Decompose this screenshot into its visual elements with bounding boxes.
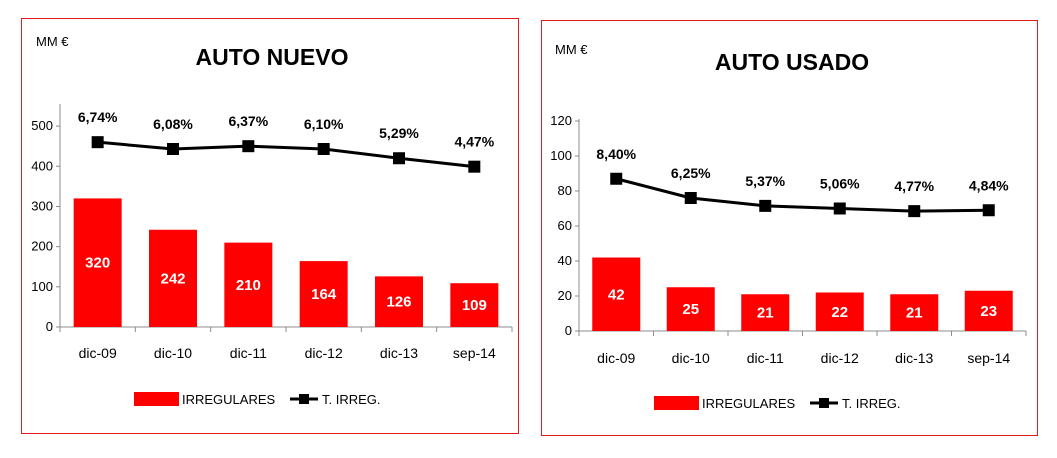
line-value-label: 8,40% (596, 146, 636, 162)
y-tick-label: 0 (46, 319, 53, 334)
x-category-label: dic-11 (230, 345, 267, 361)
line-value-label: 6,10% (304, 116, 344, 132)
y-tick-label: 60 (558, 218, 572, 233)
line-value-label: 6,08% (153, 116, 193, 132)
bar (149, 229, 197, 327)
bar (450, 283, 499, 327)
line-marker (242, 140, 255, 153)
x-category-label: dic-10 (672, 350, 710, 366)
bar-value-label: 164 (311, 286, 337, 303)
y-tick-label: 200 (31, 239, 53, 254)
line-marker (684, 192, 697, 204)
bar-value-label: 25 (682, 301, 699, 318)
line-series-t-irreg (97, 140, 475, 169)
line-value-label: 5,06% (820, 176, 860, 192)
y-tick-label: 500 (31, 118, 53, 133)
bar (375, 276, 423, 327)
x-category-label: dic-09 (597, 350, 635, 366)
bar-value-label: 22 (831, 304, 848, 321)
chart-auto-usado: MM € AUTO USADO 0 20 40 60 80 100 120 42 25 21 22 21 2… (550, 42, 1027, 411)
y-tick-label: 20 (558, 288, 572, 303)
bar-value-label: 242 (160, 270, 185, 287)
bar-value-label: 21 (757, 305, 774, 322)
line-value-label: 4,47% (454, 134, 494, 150)
x-category-label: dic-09 (79, 345, 117, 361)
bar (666, 287, 715, 331)
y-tick-label: 120 (550, 113, 572, 128)
legend-marker-t-irreg (299, 394, 309, 404)
bar-value-label: 42 (608, 286, 625, 303)
line-marker (167, 142, 179, 155)
x-category-label: dic-12 (305, 345, 343, 361)
line-marker (91, 136, 104, 149)
chart-title: AUTO USADO (715, 49, 869, 75)
chart-panel-auto-nuevo: MM € AUTO NUEVO 0 100 200 300 400 500 320 242 210 1… (21, 18, 519, 434)
chart-auto-nuevo: MM € AUTO NUEVO 0 100 200 300 400 500 320 242 210 1… (31, 34, 513, 407)
line-value-label: 6,74% (78, 109, 118, 125)
legend-label-t-irreg: T. IRREG. (842, 396, 901, 411)
x-category-label: dic-12 (821, 350, 859, 366)
line-series-t-irreg (615, 177, 989, 213)
y-tick-label: 0 (565, 323, 572, 338)
bar-value-label: 21 (906, 305, 923, 322)
legend-swatch-irregulares (654, 396, 699, 410)
chart-panel-auto-usado: MM € AUTO USADO 0 20 40 60 80 100 120 42 25 21 22 21 2… (541, 20, 1038, 436)
x-category-label: sep-14 (967, 350, 1010, 366)
line-marker (317, 142, 330, 155)
y-tick-label: 400 (31, 158, 53, 173)
bar (890, 294, 939, 331)
legend-label-t-irreg: T. IRREG. (322, 392, 381, 407)
x-category-label: dic-11 (747, 350, 784, 366)
legend-marker-t-irreg (819, 398, 829, 408)
line-marker (610, 172, 623, 185)
legend-label-irregulares: IRREGULARES (182, 392, 276, 407)
x-category-label: dic-13 (380, 345, 418, 361)
line-value-label: 6,37% (228, 113, 268, 129)
y-tick-label: 100 (31, 279, 53, 294)
y-tick-label: 80 (558, 183, 572, 198)
line-marker (468, 160, 481, 173)
line-value-label: 4,77% (894, 178, 934, 194)
line-marker (393, 152, 405, 165)
y-tick-label: 40 (558, 253, 572, 268)
bar (592, 257, 641, 331)
line-value-label: 4,84% (969, 177, 1009, 193)
bar-value-label: 23 (980, 303, 997, 320)
x-category-label: dic-13 (895, 350, 933, 366)
unit-label: MM € (555, 42, 588, 57)
line-marker (982, 204, 995, 217)
bar (815, 292, 864, 331)
line-value-label: 5,37% (745, 173, 785, 189)
bar-value-label: 210 (236, 277, 261, 294)
bar-value-label: 320 (85, 255, 110, 272)
line-value-label: 5,29% (379, 125, 419, 141)
x-category-label: dic-10 (154, 345, 192, 361)
line-value-label: 6,25% (671, 165, 711, 181)
bar-value-label: 109 (462, 297, 487, 314)
chart-title: AUTO NUEVO (196, 44, 349, 70)
line-marker (833, 202, 846, 215)
legend-label-irregulares: IRREGULARES (702, 396, 796, 411)
line-marker (759, 199, 772, 212)
bar (73, 198, 122, 327)
bar (741, 294, 790, 331)
legend-swatch-irregulares (134, 392, 179, 406)
line-marker (908, 205, 921, 218)
y-tick-label: 300 (31, 198, 53, 213)
bar-value-label: 126 (386, 294, 411, 311)
bar (299, 261, 348, 327)
bar (224, 242, 273, 327)
x-category-label: sep-14 (453, 345, 496, 361)
unit-label: MM € (36, 34, 69, 49)
y-tick-label: 100 (550, 148, 572, 163)
bar (964, 290, 1013, 331)
